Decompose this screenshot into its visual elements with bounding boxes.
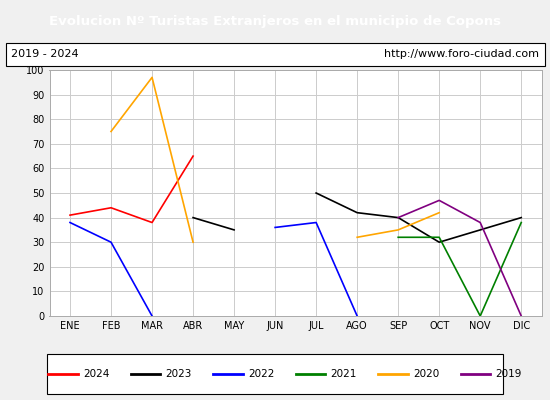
Line: 2019: 2019 <box>398 200 521 316</box>
FancyBboxPatch shape <box>6 43 544 66</box>
2019 <box>518 314 525 318</box>
Line: 2023: 2023 <box>193 218 234 230</box>
2024 <box>190 154 196 158</box>
Text: 2023: 2023 <box>165 369 191 379</box>
2023 <box>190 215 196 220</box>
2022 <box>148 314 155 318</box>
Text: 2019: 2019 <box>496 369 521 379</box>
FancyBboxPatch shape <box>47 354 503 394</box>
2023 <box>231 228 238 232</box>
2019 <box>436 198 443 203</box>
Text: 2020: 2020 <box>412 369 439 379</box>
2022 <box>108 240 114 244</box>
2019 <box>395 215 402 220</box>
Line: 2021: 2021 <box>398 222 521 316</box>
2020 <box>190 240 196 244</box>
Line: 2024: 2024 <box>70 156 193 222</box>
Text: 2019 - 2024: 2019 - 2024 <box>11 49 79 59</box>
2024 <box>67 213 73 218</box>
Line: 2020: 2020 <box>111 77 193 242</box>
2019 <box>477 220 483 225</box>
2022 <box>67 220 73 225</box>
Text: 2022: 2022 <box>248 369 274 379</box>
2020 <box>108 129 114 134</box>
Text: http://www.foro-ciudad.com: http://www.foro-ciudad.com <box>384 49 539 59</box>
2024 <box>148 220 155 225</box>
Text: Evolucion Nº Turistas Extranjeros en el municipio de Copons: Evolucion Nº Turistas Extranjeros en el … <box>49 14 501 28</box>
2020 <box>148 75 155 80</box>
2021 <box>477 314 483 318</box>
Text: 2021: 2021 <box>331 369 356 379</box>
Text: 2024: 2024 <box>83 369 109 379</box>
2021 <box>436 235 443 240</box>
Line: 2022: 2022 <box>70 222 152 316</box>
2021 <box>395 235 402 240</box>
2024 <box>108 205 114 210</box>
2021 <box>518 220 525 225</box>
